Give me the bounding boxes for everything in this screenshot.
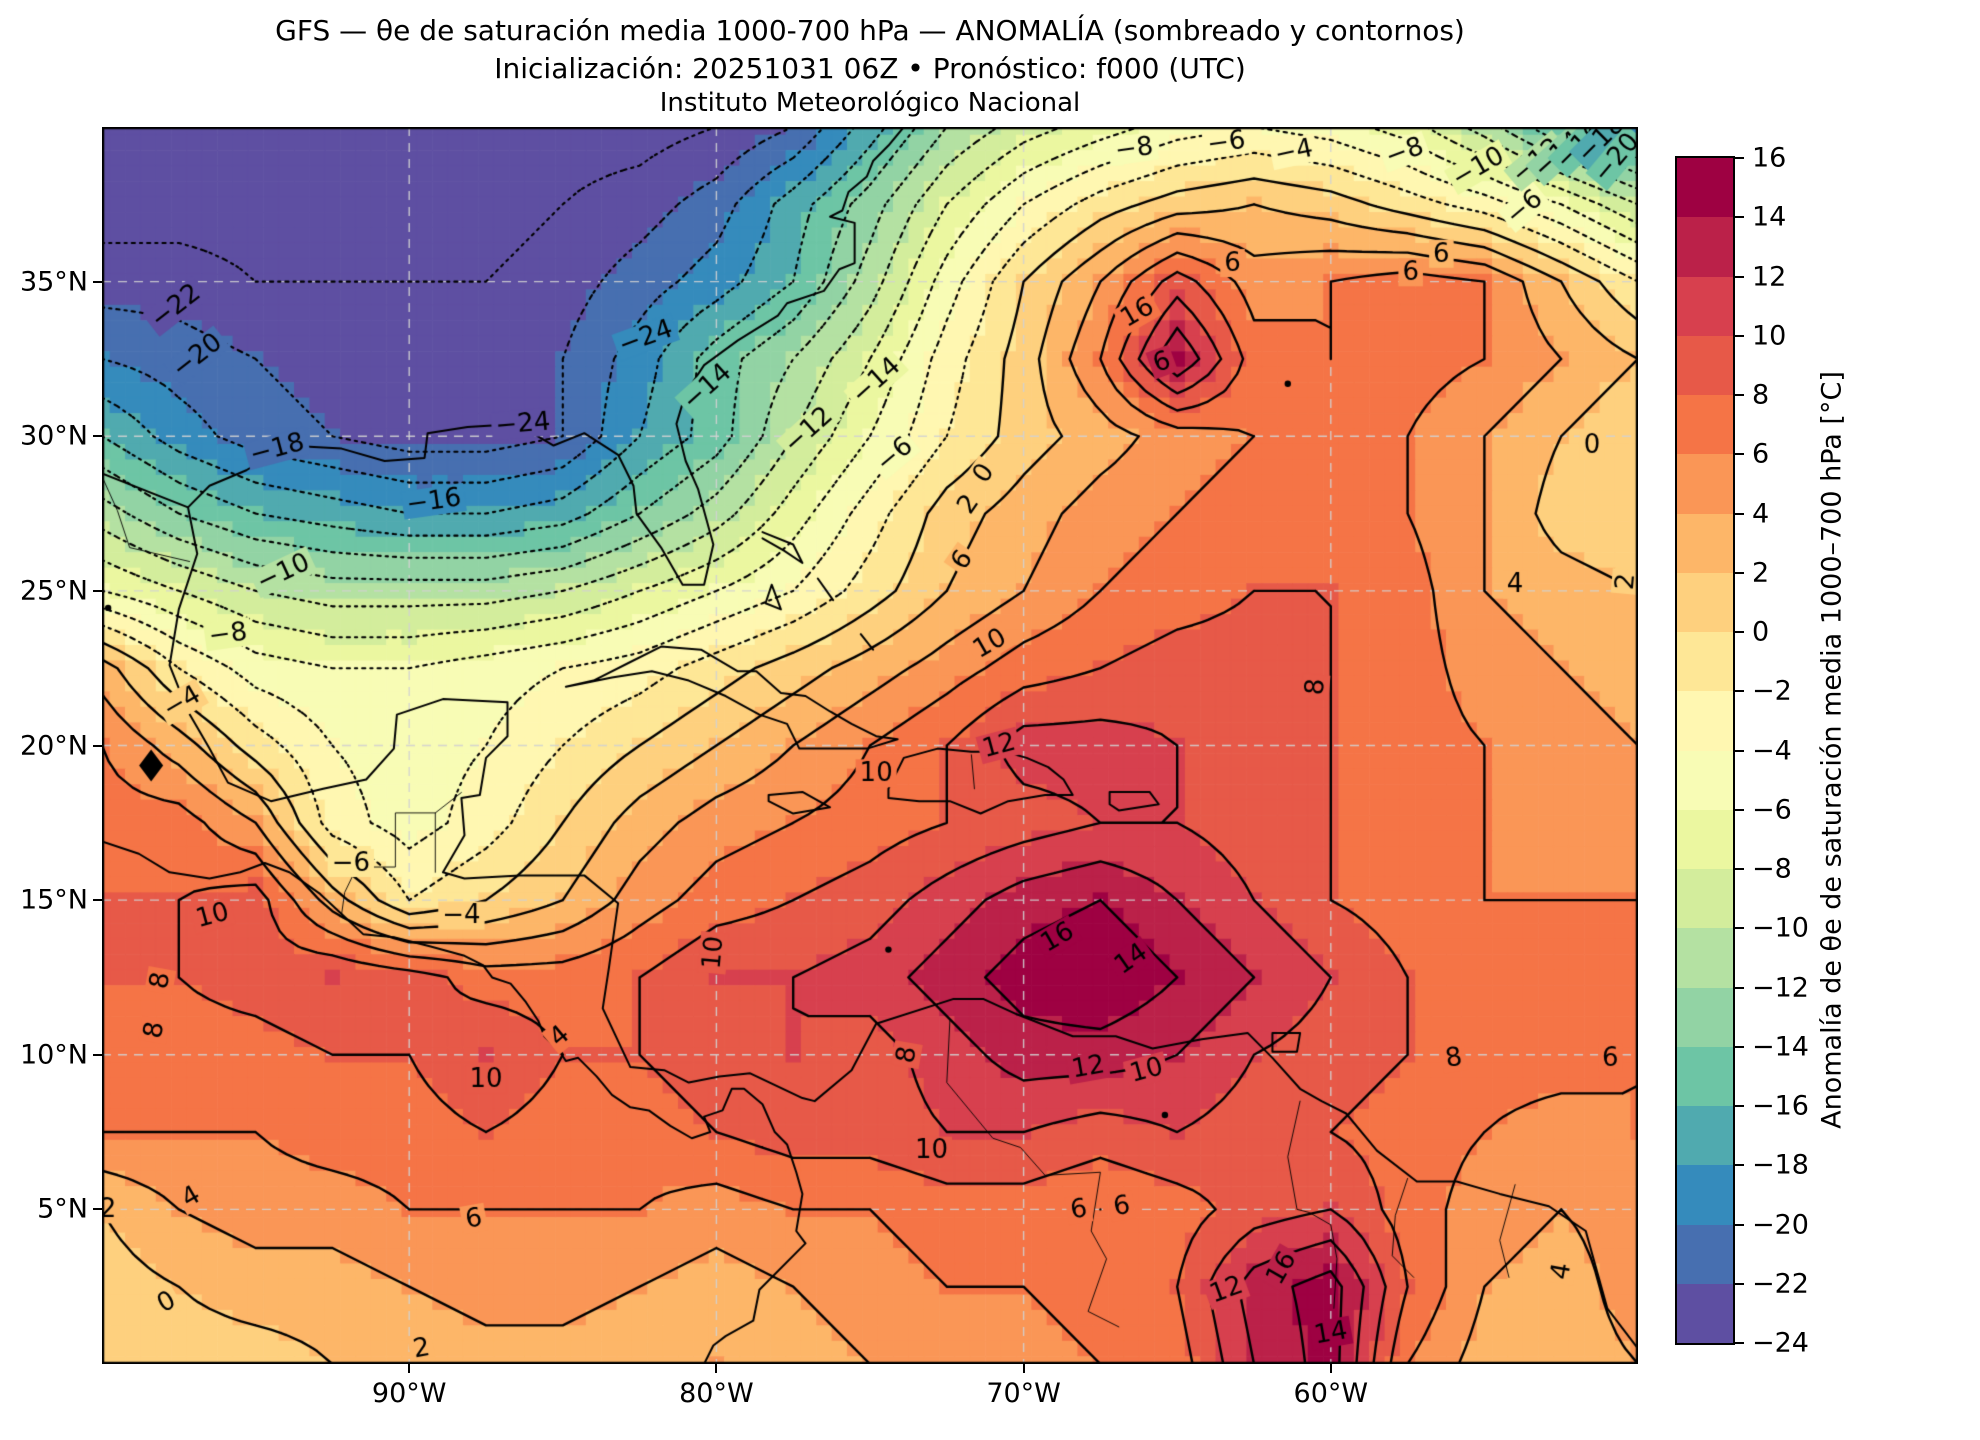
colorbar-tick-label: 2 xyxy=(1752,557,1770,589)
colorbar-segment xyxy=(1677,1046,1733,1106)
colorbar-tick-mark xyxy=(1735,868,1744,870)
colorbar-tick-mark xyxy=(1735,157,1744,159)
colorbar-tick-label: 4 xyxy=(1752,498,1770,529)
y-tick-label: 25°N xyxy=(19,575,88,607)
colorbar-tick-mark xyxy=(1735,1164,1744,1167)
y-tick-label: 20°N xyxy=(19,730,88,761)
colorbar-segment xyxy=(1677,513,1733,573)
colorbar-tick-mark xyxy=(1735,808,1744,811)
colorbar-tick-label: −6 xyxy=(1752,794,1792,826)
colorbar-segment xyxy=(1677,987,1733,1047)
colorbar-tick-label: −16 xyxy=(1752,1090,1809,1122)
y-tick-label: 35°N xyxy=(19,266,88,298)
colorbar-segment xyxy=(1677,750,1733,810)
colorbar-tick-label: 10 xyxy=(1752,320,1787,352)
colorbar-tick-label: 12 xyxy=(1752,261,1787,292)
y-tick-label: 5°N xyxy=(37,1193,88,1225)
colorbar-tick-label: −4 xyxy=(1752,735,1792,766)
colorbar-axis-label: Anomalía de θe de saturación media 1000–… xyxy=(1816,371,1848,1129)
colorbar-segment xyxy=(1677,809,1733,869)
colorbar-tick-mark xyxy=(1735,334,1744,337)
colorbar-segment xyxy=(1677,454,1733,514)
x-tick-label: 90°W xyxy=(371,1378,447,1409)
colorbar-segment xyxy=(1677,691,1733,751)
y-tick-label: 15°N xyxy=(19,884,88,916)
colorbar-tick-mark xyxy=(1735,275,1744,278)
y-tick-mark xyxy=(93,1053,102,1056)
anomaly-map-canvas xyxy=(102,127,1638,1364)
x-tick-mark xyxy=(1022,1364,1025,1373)
colorbar-tick-label: −8 xyxy=(1752,853,1792,885)
colorbar-tick-mark xyxy=(1735,571,1744,574)
colorbar-tick-label: −2 xyxy=(1752,675,1792,707)
colorbar-segment xyxy=(1677,217,1733,277)
colorbar-segment xyxy=(1677,276,1733,336)
colorbar xyxy=(1675,156,1735,1345)
colorbar-tick-label: 14 xyxy=(1752,201,1787,233)
y-tick-mark xyxy=(93,280,102,283)
x-tick-mark xyxy=(408,1364,411,1373)
y-tick-mark xyxy=(93,899,102,902)
colorbar-tick-label: −18 xyxy=(1752,1149,1809,1181)
colorbar-tick-label: −10 xyxy=(1752,912,1809,944)
colorbar-segment xyxy=(1677,1165,1733,1225)
colorbar-tick-mark xyxy=(1735,216,1744,219)
colorbar-tick-label: −20 xyxy=(1752,1209,1809,1240)
x-tick-label: 80°W xyxy=(679,1378,754,1409)
colorbar-tick-mark xyxy=(1735,986,1744,989)
chart-subtitle-init-forecast: Inicialización: 20251031 06Z • Pronóstic… xyxy=(494,52,1246,85)
colorbar-tick-mark xyxy=(1735,512,1744,515)
colorbar-tick-label: −14 xyxy=(1752,1031,1809,1063)
colorbar-tick-mark xyxy=(1735,749,1744,752)
y-tick-mark xyxy=(93,1208,102,1211)
x-tick-label: 60°W xyxy=(1293,1378,1369,1409)
y-tick-mark xyxy=(93,589,102,592)
colorbar-tick-mark xyxy=(1735,1105,1744,1107)
colorbar-tick-label: 6 xyxy=(1752,438,1770,470)
colorbar-segment xyxy=(1677,1106,1733,1166)
colorbar-segment xyxy=(1677,869,1733,929)
x-tick-mark xyxy=(1329,1364,1332,1373)
y-tick-label: 10°N xyxy=(19,1039,88,1071)
colorbar-tick-label: −12 xyxy=(1752,972,1809,1003)
colorbar-tick-mark xyxy=(1735,1282,1744,1285)
colorbar-segment xyxy=(1677,395,1733,455)
colorbar-tick-mark xyxy=(1735,394,1744,396)
map-plot-area xyxy=(102,127,1638,1364)
colorbar-tick-mark xyxy=(1735,1223,1744,1226)
y-tick-label: 30°N xyxy=(19,420,88,452)
y-tick-mark xyxy=(93,744,102,747)
colorbar-segment xyxy=(1677,632,1733,692)
colorbar-tick-mark xyxy=(1735,1045,1744,1048)
colorbar-tick-mark xyxy=(1735,1342,1744,1344)
colorbar-tick-mark xyxy=(1735,690,1744,693)
colorbar-segment xyxy=(1677,158,1733,218)
y-tick-mark xyxy=(93,435,102,438)
colorbar-segment xyxy=(1677,1283,1733,1343)
chart-institution: Instituto Meteorológico Nacional xyxy=(659,88,1081,118)
colorbar-tick-label: −24 xyxy=(1752,1327,1809,1359)
colorbar-tick-mark xyxy=(1735,453,1744,456)
colorbar-tick-mark xyxy=(1735,631,1744,633)
colorbar-tick-label: 16 xyxy=(1752,142,1787,174)
colorbar-segment xyxy=(1677,335,1733,395)
colorbar-tick-mark xyxy=(1735,927,1744,930)
colorbar-segment xyxy=(1677,928,1733,988)
colorbar-tick-label: 8 xyxy=(1752,379,1770,411)
x-tick-label: 70°W xyxy=(986,1378,1061,1409)
x-tick-mark xyxy=(715,1364,718,1373)
colorbar-tick-label: 0 xyxy=(1752,616,1770,648)
colorbar-segment xyxy=(1677,1224,1733,1284)
colorbar-segment xyxy=(1677,572,1733,632)
chart-title: GFS — θe de saturación media 1000-700 hP… xyxy=(275,14,1465,47)
colorbar-tick-label: −22 xyxy=(1752,1268,1809,1300)
